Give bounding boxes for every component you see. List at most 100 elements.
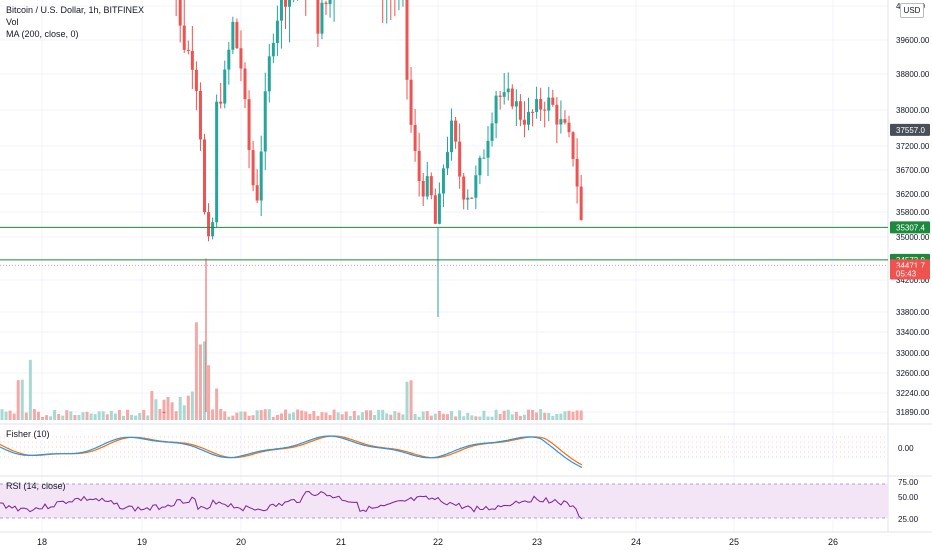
volume-bar	[4, 411, 8, 420]
volume-bar	[263, 409, 267, 420]
volume-bar	[514, 411, 518, 420]
volume-bar	[441, 413, 445, 420]
candle-body	[215, 101, 219, 223]
candle-body	[247, 99, 251, 151]
candle-body	[203, 139, 206, 213]
volume-bar	[101, 411, 105, 420]
volume-bar	[454, 416, 458, 420]
rsi-label[interactable]: RSI (14, close)	[6, 481, 66, 491]
volume-bar	[93, 414, 97, 420]
volume-label[interactable]: Vol	[6, 17, 19, 27]
volume-bar	[288, 413, 292, 420]
volume-bar	[174, 411, 178, 420]
price-axis[interactable]: 40000.039600.0038800.0038000.0037200.003…	[890, 2, 930, 524]
volume-bar	[49, 416, 53, 420]
volume-bar	[478, 416, 482, 420]
candle-body	[571, 132, 575, 159]
volume-bar	[506, 409, 510, 420]
time-axis[interactable]: 18 19 20 21 22 23 24 25 26	[37, 537, 838, 547]
candle-body	[288, 0, 292, 7]
volume-bar	[498, 414, 502, 420]
volume-bar	[158, 409, 162, 420]
candle-body	[316, 0, 320, 34]
currency-button[interactable]: USD	[900, 3, 924, 18]
time-label-20: 20	[236, 537, 246, 547]
volume-bar	[421, 411, 425, 420]
volume-bar	[53, 410, 57, 420]
candle-body	[211, 222, 215, 237]
ma-label[interactable]: MA (200, close, 0)	[6, 29, 79, 39]
candle-body	[563, 119, 567, 123]
volume-bar	[166, 397, 170, 420]
volume-bar	[122, 415, 125, 420]
candle-body	[450, 120, 454, 153]
volume-bar	[429, 415, 433, 420]
candle-body	[263, 91, 267, 152]
candle-body	[567, 122, 571, 133]
price-tick-label: 33400.00	[896, 328, 930, 337]
candle-body	[441, 168, 445, 194]
candle-body	[490, 123, 494, 141]
volume-bar	[360, 412, 364, 420]
volume-bar	[518, 416, 522, 420]
price-label-0: 37557.0	[896, 126, 925, 135]
candle-body	[486, 140, 490, 158]
volume-bar	[235, 412, 239, 420]
candle-body	[223, 69, 227, 104]
volume-bar	[320, 412, 324, 420]
volume-bar	[316, 415, 320, 420]
volume-bar	[405, 381, 409, 420]
volume-bar	[113, 413, 117, 420]
horizontal-lines[interactable]	[0, 226, 888, 266]
volume-bar	[41, 416, 44, 420]
candle-body	[555, 104, 559, 125]
volume-bar	[393, 411, 397, 420]
time-label-21: 21	[336, 537, 346, 547]
candle-body	[506, 88, 510, 93]
volume-bar	[186, 395, 190, 420]
time-label-24: 24	[631, 537, 641, 547]
volume-bar	[259, 410, 263, 420]
candle-body	[239, 48, 243, 69]
volume-bar	[279, 413, 283, 420]
fisher-label[interactable]: Fisher (10)	[6, 429, 50, 439]
price-label-3: 34471.7	[896, 261, 925, 270]
candle-body	[190, 50, 194, 70]
volume-bar	[365, 410, 368, 420]
volume-bar	[458, 410, 462, 420]
volume-bar	[81, 412, 85, 420]
fisher-tick-label: 0.00	[898, 444, 914, 453]
volume-bar	[105, 414, 109, 420]
volume-bar	[12, 413, 16, 420]
volume-bar	[510, 414, 514, 420]
candle-body	[498, 95, 502, 97]
volume-bar	[24, 412, 28, 420]
volume-bar	[57, 414, 61, 420]
volume-bar	[247, 415, 251, 420]
volume-bar	[344, 411, 348, 420]
volume-bar	[239, 411, 243, 420]
volume-bar	[474, 416, 478, 420]
candle-body	[417, 150, 421, 181]
price-tick-label: 32600.00	[896, 369, 930, 378]
candle-body	[284, 0, 287, 7]
time-label-26: 26	[828, 537, 838, 547]
volume-bar	[146, 415, 150, 420]
volume-bar	[328, 415, 332, 420]
volume-bar	[150, 391, 154, 420]
volume-bar	[77, 414, 81, 420]
candle-body	[271, 42, 275, 57]
volume-bar	[97, 411, 101, 420]
candle-body	[522, 119, 526, 125]
volume-bar	[482, 410, 486, 420]
volume-bar	[401, 414, 405, 420]
candle-body	[275, 20, 279, 43]
symbol-title[interactable]: Bitcoin / U.S. Dollar, 1h, BITFINEX	[6, 5, 145, 15]
volume-bar	[377, 409, 381, 420]
volume-bar	[381, 409, 385, 420]
rsi-tick-label: 50.00	[898, 493, 919, 502]
candle-body	[547, 97, 551, 111]
volume-bar	[352, 410, 356, 420]
volume-bar	[308, 413, 312, 420]
